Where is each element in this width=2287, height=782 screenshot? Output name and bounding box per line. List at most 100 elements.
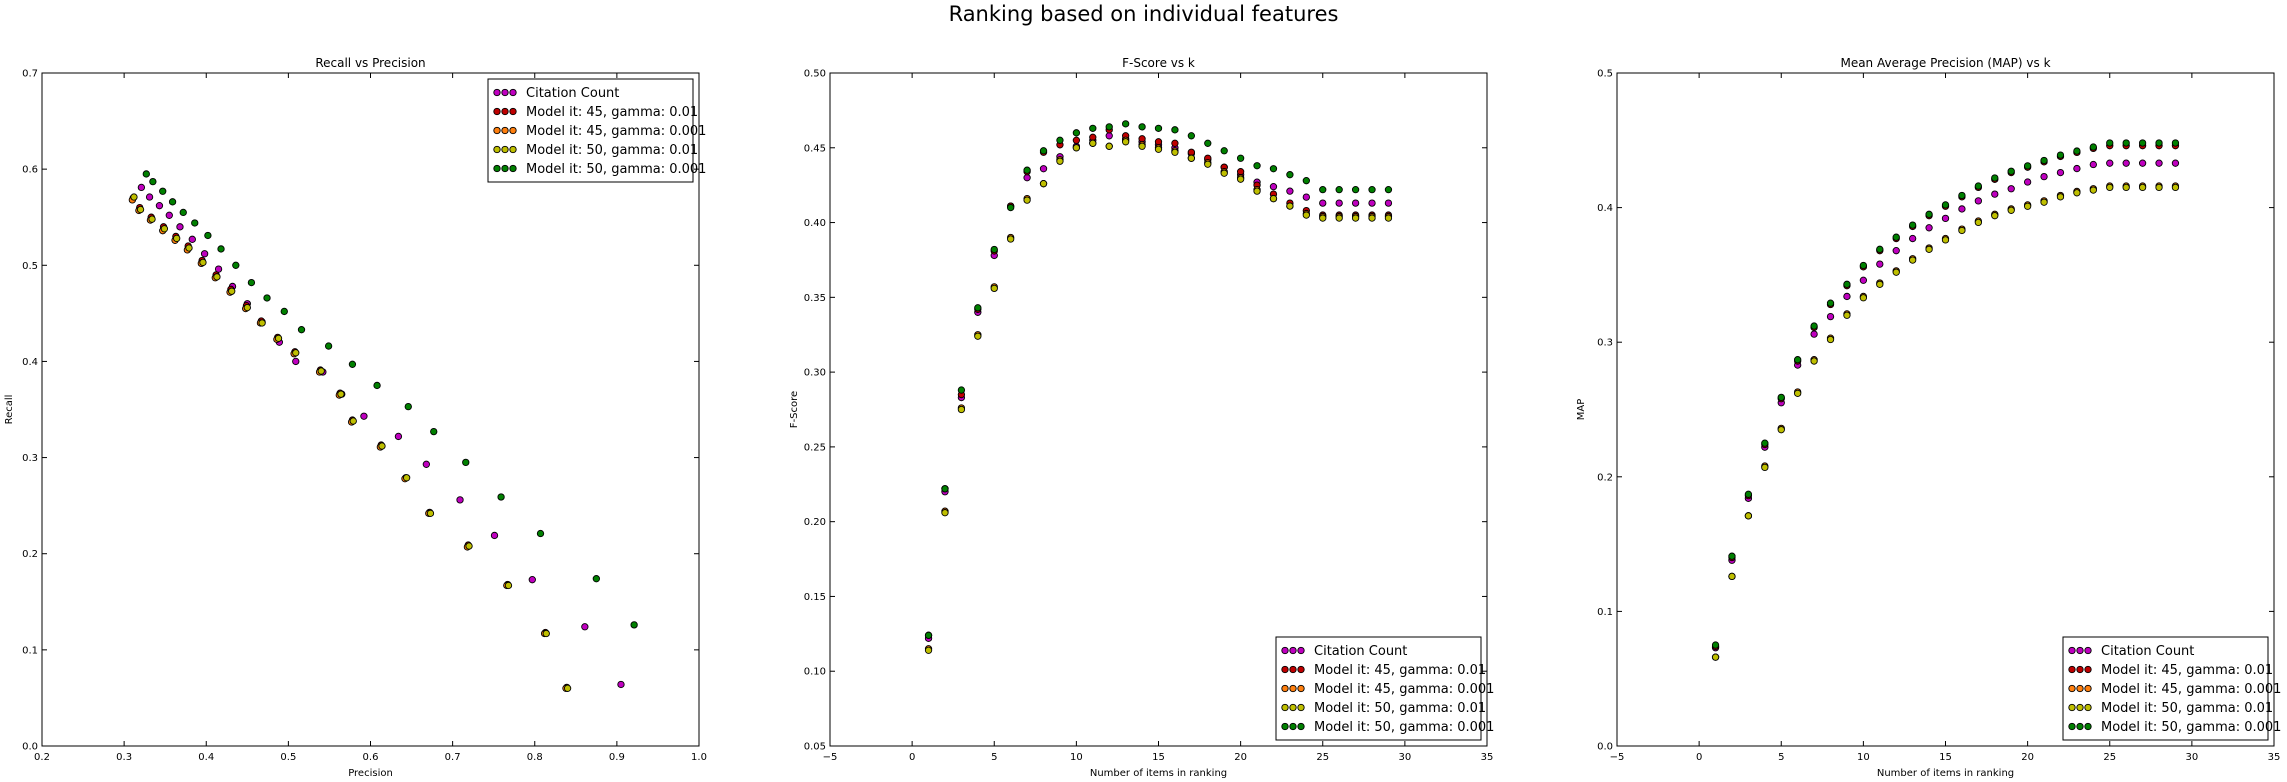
data-point (297, 326, 306, 334)
data-point (2106, 159, 2114, 167)
data-point (924, 646, 933, 654)
x-tick-label: −5 (823, 752, 838, 763)
legend-marker (509, 107, 517, 116)
data-point (1826, 312, 1835, 321)
legend-marker (1297, 684, 1305, 693)
data-point (292, 349, 300, 357)
data-point (142, 170, 150, 178)
data-point (2007, 167, 2015, 175)
x-tick-label: 0.3 (116, 752, 132, 763)
data-point (360, 412, 368, 420)
plot-frame (1616, 72, 2275, 747)
data-point (1089, 139, 1097, 147)
data-point (1728, 552, 1736, 560)
data-point (213, 273, 221, 281)
data-point (348, 360, 357, 368)
data-point (1056, 136, 1064, 144)
data-point (2073, 164, 2081, 173)
data-point (1253, 162, 1261, 170)
data-point (1122, 138, 1130, 146)
data-point (1941, 201, 1950, 209)
data-point (422, 460, 430, 468)
figure-title: Ranking based on individual features (948, 2, 1339, 26)
data-point (1302, 177, 1310, 185)
data-point (292, 357, 300, 366)
data-point (2040, 198, 2048, 206)
legend-marker (501, 126, 509, 135)
legend-marker (2084, 722, 2092, 731)
x-tick-label: 25 (2103, 752, 2116, 763)
data-point (1138, 123, 1146, 131)
data-point (1105, 142, 1113, 150)
data-point (1072, 129, 1081, 137)
plot-frame (829, 72, 1488, 747)
y-tick-label: 0.1 (22, 645, 38, 656)
data-point (504, 581, 513, 590)
legend-marker (1281, 646, 1289, 655)
x-tick-label: 35 (1481, 752, 1494, 763)
data-point (1761, 463, 1769, 472)
data-point (199, 258, 207, 267)
data-point (137, 183, 146, 192)
series-4 (1711, 183, 2180, 661)
data-point (1204, 139, 1212, 147)
data-point (247, 278, 256, 287)
legend-marker (501, 88, 509, 97)
data-point (1711, 641, 1720, 649)
legend-marker (493, 164, 501, 173)
data-point (1319, 185, 1327, 194)
legend-label: Citation Count (1314, 644, 1407, 659)
data-point (263, 294, 271, 302)
legend-marker (2084, 684, 2092, 693)
x-tick-label: 0.7 (445, 752, 461, 763)
legend-marker (501, 107, 509, 116)
legend-marker (501, 145, 509, 154)
data-point (1909, 256, 1917, 264)
data-point (1711, 653, 1720, 661)
data-point (2155, 183, 2163, 192)
data-point (1007, 235, 1015, 243)
y-tick-label: 0.4 (22, 357, 38, 368)
legend-marker (509, 145, 517, 154)
data-point (430, 427, 438, 436)
data-point (1039, 147, 1048, 155)
legend-marker (509, 126, 517, 135)
data-point (2171, 139, 2180, 147)
data-point (232, 261, 240, 269)
x-tick-label: 10 (1070, 752, 1083, 763)
data-point (941, 485, 949, 493)
data-point (462, 458, 470, 467)
data-point (1220, 147, 1228, 155)
y-tick-label: 0.30 (804, 368, 826, 379)
data-point (2089, 143, 2097, 151)
data-point (1384, 199, 1393, 207)
data-point (630, 621, 638, 629)
data-point (1843, 292, 1851, 301)
legend-marker (493, 126, 501, 135)
data-point (1991, 190, 1999, 198)
data-point (1286, 202, 1294, 210)
x-axis-label: Precision (348, 768, 393, 779)
data-point (2023, 162, 2032, 170)
legend-label: Citation Count (526, 86, 619, 101)
data-point (1925, 210, 1933, 218)
data-point (349, 417, 357, 425)
data-point (1909, 234, 1917, 243)
data-point (1958, 226, 1966, 235)
data-point (990, 245, 998, 254)
chart-panel-2: −5 0 5 10 15 20 25 30 35 0.05 0.10 0.15 0.20 0.25 0.30… (789, 56, 1494, 779)
x-tick-label: 0 (909, 752, 915, 763)
legend: Citation Count Model it: 45, gamma: 0.01 M… (487, 78, 706, 183)
data-point (1039, 165, 1048, 173)
data-point (1810, 357, 1818, 365)
legend-marker (2068, 684, 2076, 693)
chart-panel-3: −5 0 5 10 15 20 25 30 35 0.0 0.1 0.2 0.3 0.4 0.5 Mean A… (1576, 56, 2281, 779)
data-point (1023, 166, 1031, 174)
y-tick-label: 0.35 (804, 293, 826, 304)
data-point (2007, 185, 2015, 193)
data-point (1761, 439, 1769, 447)
data-point (1335, 199, 1343, 207)
legend-label: Model it: 45, gamma: 0.001 (2101, 682, 2281, 697)
data-point (990, 284, 998, 293)
data-point (2171, 183, 2180, 192)
